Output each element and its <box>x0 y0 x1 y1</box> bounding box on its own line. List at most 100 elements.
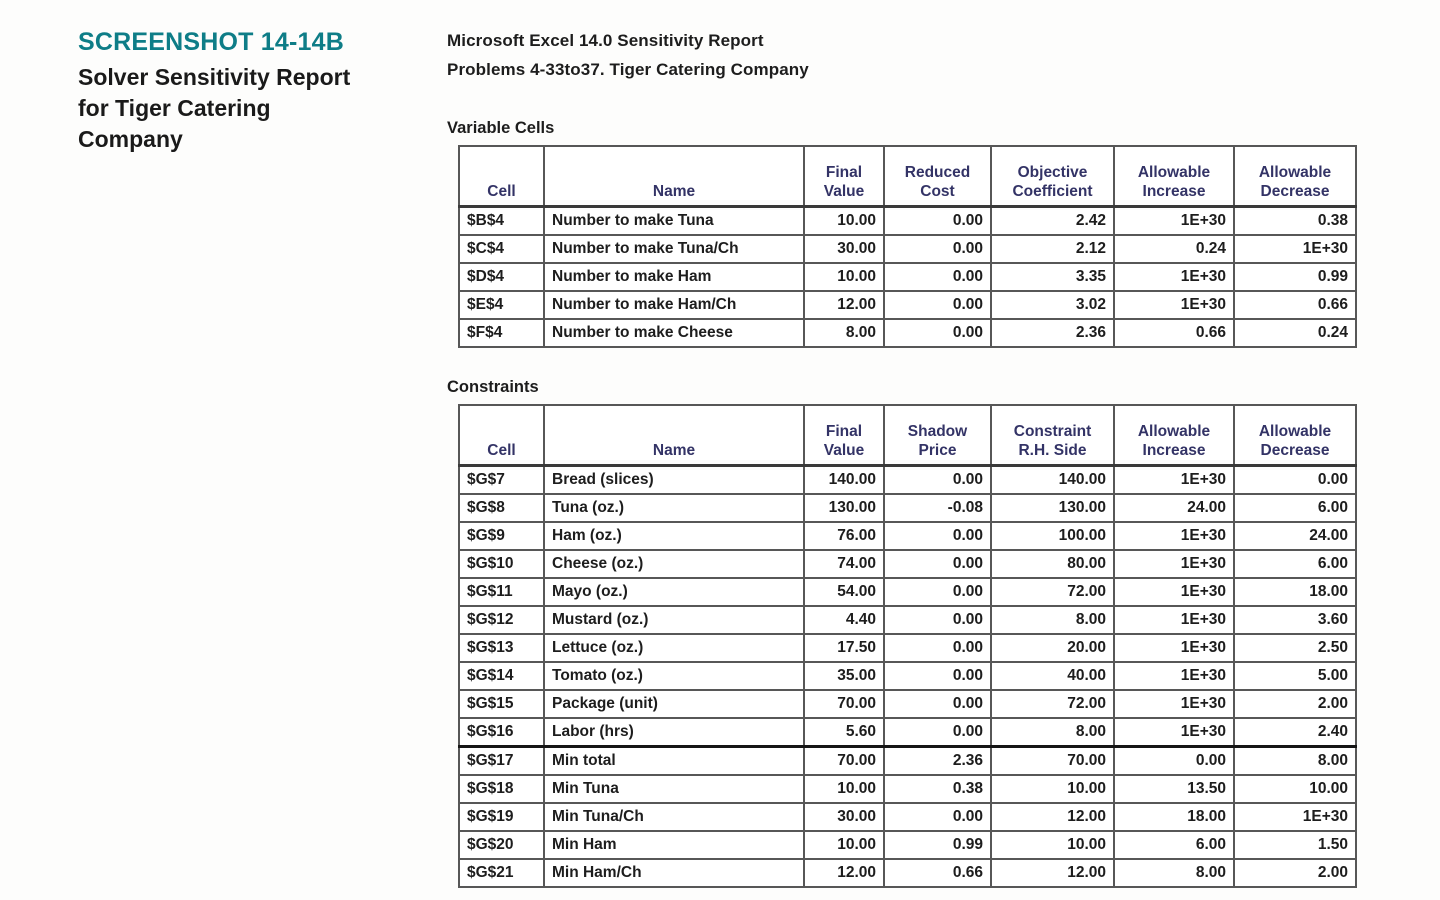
table-row: $E$4 Number to make Ham/Ch 12.00 0.00 3.… <box>458 290 1357 320</box>
coefficient-or-rhs-value: 40.00 <box>990 661 1115 691</box>
cost-or-price-value: 0.66 <box>883 858 992 888</box>
coefficient-or-rhs-value: 70.00 <box>990 745 1115 776</box>
table-row: $G$16 Labor (hrs) 5.60 0.00 8.00 1E+30 2… <box>458 717 1357 748</box>
table-row: $G$7 Bread (slices) 140.00 0.00 140.00 1… <box>458 464 1357 495</box>
table-row: $G$14 Tomato (oz.) 35.00 0.00 40.00 1E+3… <box>458 661 1357 691</box>
final-value: 130.00 <box>803 493 885 523</box>
allowable-increase-value: 8.00 <box>1113 858 1235 888</box>
cell-reference: $G$11 <box>458 577 545 607</box>
cell-reference: $E$4 <box>458 290 545 320</box>
cell-reference: $G$14 <box>458 661 545 691</box>
table-row: $B$4 Number to make Tuna 10.00 0.00 2.42… <box>458 205 1357 236</box>
coefficient-or-rhs-value: 8.00 <box>990 605 1115 635</box>
cost-or-price-value: 0.99 <box>883 830 992 860</box>
column-header-cell: Cell <box>458 404 545 467</box>
allowable-decrease-value: 0.99 <box>1233 262 1357 292</box>
constraints-header: Cell Name Final Value Shadow Price Constra… <box>458 404 1357 467</box>
cell-reference: $G$9 <box>458 521 545 551</box>
constraints-section-label: Constraints <box>447 378 539 396</box>
cell-reference: $B$4 <box>458 205 545 236</box>
allowable-decrease-value: 2.00 <box>1233 858 1357 888</box>
cell-reference: $G$17 <box>458 745 545 776</box>
allowable-decrease-value: 0.38 <box>1233 205 1357 236</box>
allowable-decrease-value: 6.00 <box>1233 493 1357 523</box>
row-name: Cheese (oz.) <box>543 549 805 579</box>
coefficient-or-rhs-value: 3.02 <box>990 290 1115 320</box>
allowable-increase-value: 0.66 <box>1113 318 1235 348</box>
cost-or-price-value: 0.00 <box>883 802 992 832</box>
allowable-decrease-value: 2.40 <box>1233 717 1357 748</box>
allowable-increase-value: 1E+30 <box>1113 521 1235 551</box>
row-name: Lettuce (oz.) <box>543 633 805 663</box>
allowable-increase-value: 0.24 <box>1113 234 1235 264</box>
row-name: Min total <box>543 745 805 776</box>
row-name: Min Tuna <box>543 774 805 804</box>
coefficient-or-rhs-value: 72.00 <box>990 577 1115 607</box>
allowable-decrease-value: 0.00 <box>1233 464 1357 495</box>
final-value: 10.00 <box>803 262 885 292</box>
cost-or-price-value: 0.00 <box>883 205 992 236</box>
column-header-reduced-cost: Reduced Cost <box>883 145 992 208</box>
allowable-increase-value: 1E+30 <box>1113 464 1235 495</box>
figure-caption: SCREENSHOT 14-14B Solver Sensitivity Rep… <box>78 28 423 155</box>
allowable-decrease-value: 1E+30 <box>1233 234 1357 264</box>
row-name: Labor (hrs) <box>543 717 805 748</box>
row-name: Min Tuna/Ch <box>543 802 805 832</box>
allowable-increase-value: 0.00 <box>1113 745 1235 776</box>
cell-reference: $G$18 <box>458 774 545 804</box>
coefficient-or-rhs-value: 12.00 <box>990 858 1115 888</box>
allowable-decrease-value: 0.66 <box>1233 290 1357 320</box>
column-header-allowable-decrease: Allowable Decrease <box>1233 404 1357 467</box>
cell-reference: $G$21 <box>458 858 545 888</box>
cost-or-price-value: 0.00 <box>883 689 992 719</box>
table-row: $C$4 Number to make Tuna/Ch 30.00 0.00 2… <box>458 234 1357 264</box>
cost-or-price-value: -0.08 <box>883 493 992 523</box>
row-name: Tomato (oz.) <box>543 661 805 691</box>
variable-cells-body: $B$4 Number to make Tuna 10.00 0.00 2.42… <box>458 205 1357 348</box>
cell-reference: $G$8 <box>458 493 545 523</box>
allowable-decrease-value: 0.24 <box>1233 318 1357 348</box>
column-header-shadow-price: Shadow Price <box>883 404 992 467</box>
allowable-increase-value: 1E+30 <box>1113 205 1235 236</box>
coefficient-or-rhs-value: 2.12 <box>990 234 1115 264</box>
coefficient-or-rhs-value: 2.36 <box>990 318 1115 348</box>
table-row: $F$4 Number to make Cheese 8.00 0.00 2.3… <box>458 318 1357 348</box>
row-name: Min Ham <box>543 830 805 860</box>
allowable-increase-value: 1E+30 <box>1113 633 1235 663</box>
cell-reference: $G$15 <box>458 689 545 719</box>
column-header-name: Name <box>543 145 805 208</box>
column-header-objective-coefficient: Objective Coefficient <box>990 145 1115 208</box>
row-name: Mayo (oz.) <box>543 577 805 607</box>
coefficient-or-rhs-value: 10.00 <box>990 830 1115 860</box>
cost-or-price-value: 0.00 <box>883 521 992 551</box>
allowable-decrease-value: 10.00 <box>1233 774 1357 804</box>
final-value: 8.00 <box>803 318 885 348</box>
cost-or-price-value: 0.00 <box>883 605 992 635</box>
row-name: Number to make Cheese <box>543 318 805 348</box>
final-value: 10.00 <box>803 774 885 804</box>
column-header-final-value: Final Value <box>803 404 885 467</box>
coefficient-or-rhs-value: 12.00 <box>990 802 1115 832</box>
cost-or-price-value: 0.00 <box>883 633 992 663</box>
final-value: 35.00 <box>803 661 885 691</box>
column-header-cell: Cell <box>458 145 545 208</box>
table-row: $G$13 Lettuce (oz.) 17.50 0.00 20.00 1E+… <box>458 633 1357 663</box>
cost-or-price-value: 0.00 <box>883 318 992 348</box>
table-row: $G$20 Min Ham 10.00 0.99 10.00 6.00 1.50 <box>458 830 1357 860</box>
figure-label: SCREENSHOT 14-14B <box>78 28 344 56</box>
row-name: Tuna (oz.) <box>543 493 805 523</box>
allowable-increase-value: 1E+30 <box>1113 661 1235 691</box>
final-value: 30.00 <box>803 234 885 264</box>
final-value: 140.00 <box>803 464 885 495</box>
final-value: 10.00 <box>803 830 885 860</box>
table-row: $G$9 Ham (oz.) 76.00 0.00 100.00 1E+30 2… <box>458 521 1357 551</box>
allowable-decrease-value: 8.00 <box>1233 745 1357 776</box>
coefficient-or-rhs-value: 80.00 <box>990 549 1115 579</box>
allowable-decrease-value: 18.00 <box>1233 577 1357 607</box>
figure-title: Solver Sensitivity Report for Tiger Cate… <box>78 62 423 155</box>
allowable-increase-value: 6.00 <box>1113 830 1235 860</box>
cell-reference: $G$12 <box>458 605 545 635</box>
figure-title-line: Solver Sensitivity Report <box>78 64 351 90</box>
constraints-body: $G$7 Bread (slices) 140.00 0.00 140.00 1… <box>458 464 1357 888</box>
cost-or-price-value: 2.36 <box>883 745 992 776</box>
